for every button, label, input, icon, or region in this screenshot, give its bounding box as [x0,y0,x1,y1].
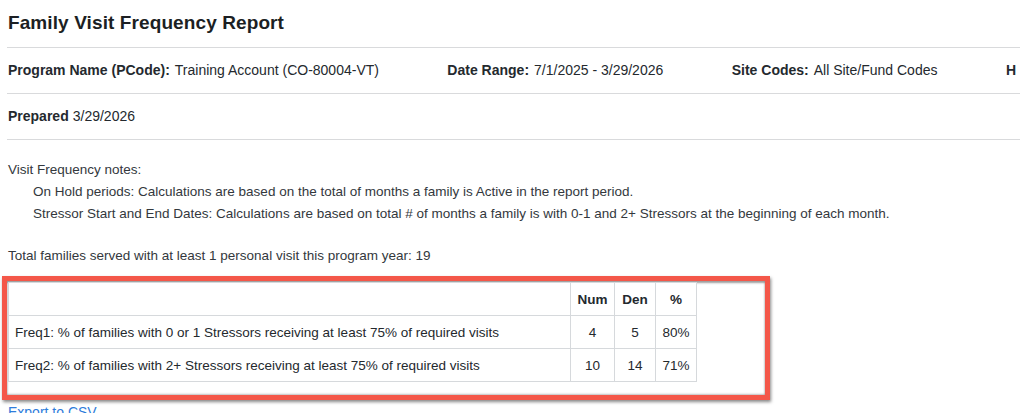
prepared-row: Prepared3/29/2026 [0,94,1024,139]
freq1-den: 5 [615,316,656,349]
page-title: Family Visit Frequency Report [0,0,1024,34]
meta-date-range: Date Range: 7/1/2025 - 3/29/2026 [447,62,663,79]
program-name-value: Training Account (CO-80004-VT) [175,62,379,79]
frequency-table: Num Den % Freq1: % of families with 0 or… [8,282,697,382]
freq2-num: 10 [571,349,615,382]
notes-line-stressor-dates: Stressor Start and End Dates: Calculatio… [0,203,1024,225]
freq2-den: 14 [615,349,656,382]
report-meta-row: Program Name (PCode): Training Account (… [0,48,1024,93]
export-csv-link[interactable]: Export to CSV [8,404,97,413]
total-families-line: Total families served with at least 1 pe… [0,245,1024,267]
header-blank [9,283,571,316]
freq1-label: Freq1: % of families with 0 or 1 Stresso… [9,316,571,349]
meta-site-codes: Site Codes: All Site/Fund Codes [732,62,938,79]
header-pct: % [656,283,697,316]
table-row: Freq1: % of families with 0 or 1 Stresso… [9,316,697,349]
meta-program: Program Name (PCode): Training Account (… [8,62,379,79]
notes-line-on-hold: On Hold periods: Calculations are based … [0,181,1024,203]
program-name-label: Program Name (PCode): [8,62,170,79]
header-num: Num [571,283,615,316]
table-header-row: Num Den % [9,283,697,316]
notes-heading: Visit Frequency notes: [0,159,1024,181]
prepared-date: 3/29/2026 [73,108,135,124]
visit-frequency-notes: Visit Frequency notes: On Hold periods: … [0,159,1024,225]
freq2-label: Freq2: % of families with 2+ Stressors r… [9,349,571,382]
date-range-label: Date Range: [447,62,529,79]
truncated-meta-label: H [1006,62,1016,79]
header-den: Den [615,283,656,316]
site-codes-value: All Site/Fund Codes [814,62,938,79]
prepared-label: Prepared [8,108,69,124]
report-page: Family Visit Frequency Report Program Na… [0,0,1024,413]
freq1-num: 4 [571,316,615,349]
date-range-value: 7/1/2025 - 3/29/2026 [534,62,663,79]
freq2-pct: 71% [656,349,697,382]
freq1-pct: 80% [656,316,697,349]
annotation-highlight-box: Num Den % Freq1: % of families with 0 or… [2,276,770,400]
table-row: Freq2: % of families with 2+ Stressors r… [9,349,697,382]
site-codes-label: Site Codes: [732,62,809,79]
divider [7,139,1020,140]
